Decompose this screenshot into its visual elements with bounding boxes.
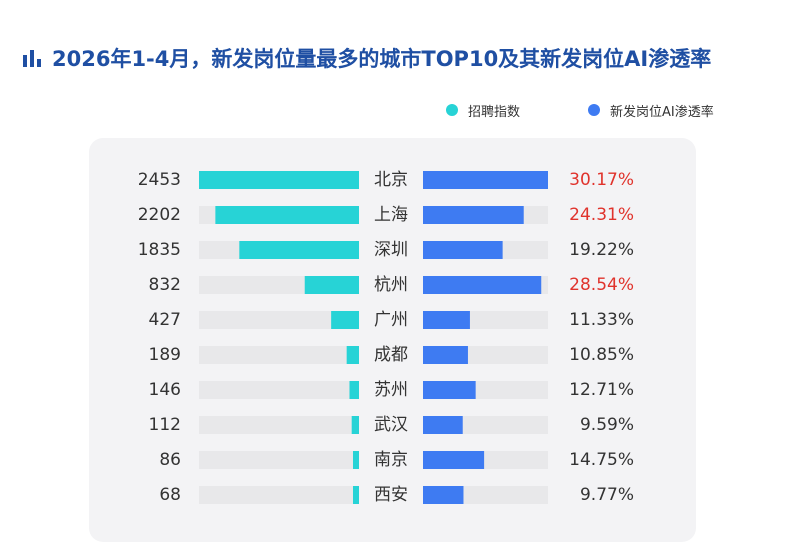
recruit-index-bar xyxy=(346,346,359,364)
ai-rate-label: 28.54% xyxy=(569,275,634,295)
recruit-index-label: 832 xyxy=(149,275,181,295)
city-label: 武汉 xyxy=(374,415,408,435)
left-bar-track xyxy=(199,451,359,469)
left-bar-track xyxy=(199,311,359,329)
legend-item-ai-rate: 新发岗位AI渗透率 xyxy=(588,100,714,120)
city-label: 西安 xyxy=(374,485,408,505)
recruit-index-bar xyxy=(304,276,359,294)
city-label: 北京 xyxy=(374,170,408,190)
ai-rate-label: 9.59% xyxy=(580,415,634,435)
legend-swatch-cyan xyxy=(446,104,458,116)
recruit-index-bar xyxy=(199,171,359,189)
city-label: 苏州 xyxy=(374,380,408,400)
ai-rate-label: 9.77% xyxy=(580,485,634,505)
ai-rate-label: 14.75% xyxy=(569,450,634,470)
recruit-index-label: 68 xyxy=(159,485,181,505)
ai-rate-label: 12.71% xyxy=(569,380,634,400)
ai-rate-bar xyxy=(423,276,542,294)
butterfly-bar-chart: 2453 北京 30.17% 2202 上海 24.31% 1835 深圳 19.22% 832 杭… xyxy=(138,170,634,505)
left-bar-track xyxy=(199,346,359,364)
recruit-index-bar xyxy=(351,416,359,434)
ai-rate-bar xyxy=(423,451,485,469)
ai-rate-bar xyxy=(423,486,464,504)
recruit-index-label: 427 xyxy=(149,310,181,330)
recruit-index-bar xyxy=(331,311,359,329)
ai-rate-label: 30.17% xyxy=(569,170,634,190)
left-bar-track xyxy=(199,381,359,399)
city-label: 上海 xyxy=(374,205,408,225)
left-bar-track xyxy=(199,486,359,504)
ai-rate-bar xyxy=(423,346,468,364)
recruit-index-label: 146 xyxy=(149,380,181,400)
ai-rate-label: 19.22% xyxy=(569,240,634,260)
chart-title: 2026年1-4月，新发岗位量最多的城市TOP10及其新发岗位AI渗透率 xyxy=(52,47,712,71)
recruit-index-bar xyxy=(353,486,359,504)
left-bar-track xyxy=(199,416,359,434)
city-label: 成都 xyxy=(374,345,408,365)
recruit-index-label: 1835 xyxy=(138,240,181,260)
recruit-index-label: 112 xyxy=(149,415,181,435)
ai-rate-bar xyxy=(423,416,463,434)
chart-panel: 2453 北京 30.17% 2202 上海 24.31% 1835 深圳 19.22% 832 杭… xyxy=(89,138,696,542)
legend-label-ai-rate: 新发岗位AI渗透率 xyxy=(610,104,714,120)
legend-item-recruit-index: 招聘指数 xyxy=(446,100,520,120)
recruit-index-bar xyxy=(239,241,359,259)
recruit-index-bar xyxy=(215,206,359,224)
legend-label-recruit-index: 招聘指数 xyxy=(468,104,521,120)
recruit-index-bar xyxy=(353,451,359,469)
ai-rate-bar xyxy=(423,206,524,224)
ai-rate-bar xyxy=(423,381,476,399)
recruit-index-bar xyxy=(349,381,359,399)
ai-rate-label: 10.85% xyxy=(569,345,634,365)
recruit-index-label: 2202 xyxy=(138,205,181,225)
recruit-index-label: 2453 xyxy=(138,170,181,190)
city-label: 广州 xyxy=(374,310,408,330)
recruit-index-label: 189 xyxy=(149,345,181,365)
city-label: 深圳 xyxy=(374,240,408,260)
ai-rate-bar xyxy=(423,171,548,189)
ai-rate-bar xyxy=(423,241,503,259)
ai-rate-label: 11.33% xyxy=(569,310,634,330)
legend-swatch-blue xyxy=(588,104,600,116)
recruit-index-label: 86 xyxy=(159,450,181,470)
title-row: 2026年1-4月，新发岗位量最多的城市TOP10及其新发岗位AI渗透率 xyxy=(22,40,711,76)
city-label: 杭州 xyxy=(374,275,408,295)
ai-rate-bar xyxy=(423,311,470,329)
city-label: 南京 xyxy=(374,450,408,470)
ai-rate-label: 24.31% xyxy=(569,205,634,225)
bar-chart-icon xyxy=(23,50,41,67)
